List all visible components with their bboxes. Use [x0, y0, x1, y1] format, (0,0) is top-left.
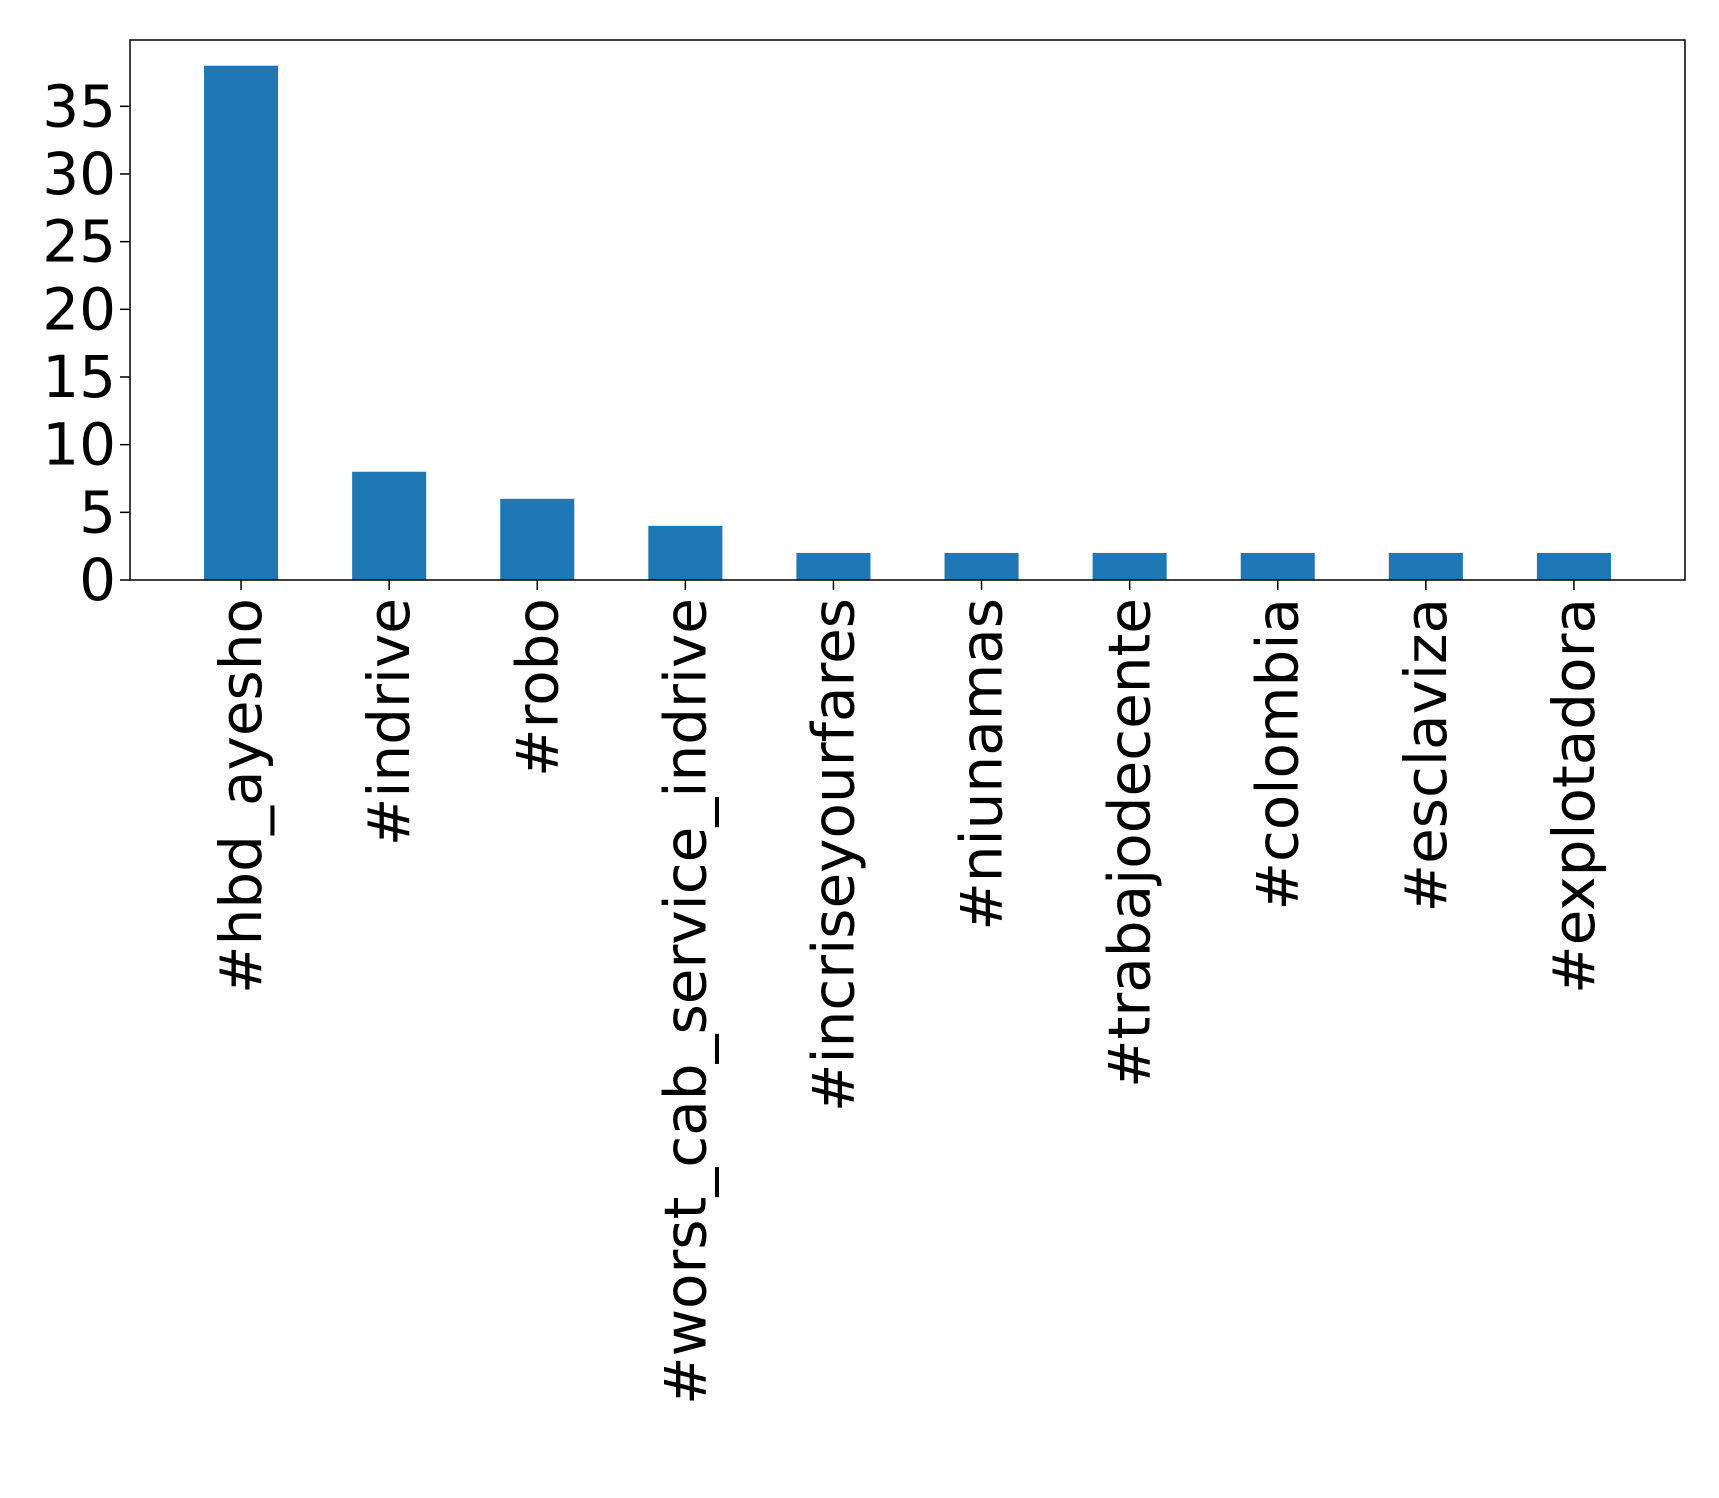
plot-frame [129, 39, 1686, 581]
bar-incriseyourfares [796, 552, 871, 580]
bar-esclaviza [1388, 552, 1463, 580]
x-tick-label: #hbd_ayesho [207, 598, 275, 994]
bars-group [204, 65, 1611, 580]
x-tick-label: #incriseyourfares [799, 598, 867, 1112]
y-tick-label: 25 [42, 208, 116, 276]
bar-robo [500, 498, 575, 580]
x-axis: #hbd_ayesho #indrive #robo #worst_cab_servi… [207, 580, 1608, 1405]
bar-colombia [1240, 552, 1315, 580]
y-tick-label: 0 [79, 546, 116, 614]
x-tick-label: #trabajodecente [1096, 598, 1164, 1088]
y-tick-label: 10 [42, 411, 116, 479]
x-tick-label: #explotadora [1540, 598, 1608, 994]
bar-indrive [352, 471, 427, 580]
y-tick-label: 35 [42, 72, 116, 140]
y-tick-label: 30 [42, 140, 116, 208]
y-tick-label: 5 [79, 478, 116, 546]
x-tick-label: #niunamas [948, 598, 1016, 931]
y-tick-label: 20 [42, 275, 116, 343]
x-tick-label: #robo [503, 598, 571, 777]
x-tick-label: #esclaviza [1392, 598, 1460, 912]
bar-explotadora [1536, 552, 1611, 580]
y-tick-label: 15 [42, 343, 116, 411]
x-tick-label: #colombia [1244, 598, 1312, 911]
bar-worst-cab-service-indrive [648, 525, 723, 580]
bar-niunamas [944, 552, 1019, 580]
x-tick-label: #indrive [355, 598, 423, 846]
bar-hbd-ayesho [204, 65, 279, 580]
bar-trabajodecente [1092, 552, 1167, 580]
x-tick-label: #worst_cab_service_indrive [651, 598, 719, 1405]
